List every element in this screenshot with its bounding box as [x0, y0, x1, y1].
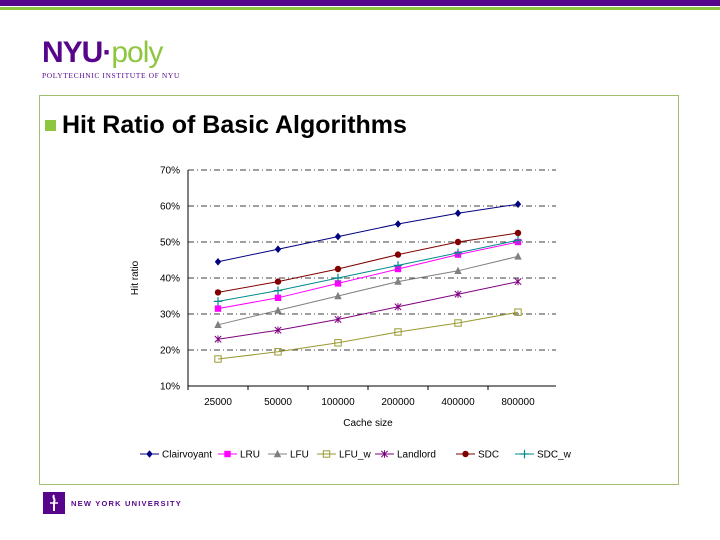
legend-marker-clairvoyant: [146, 450, 153, 458]
logo-nyu: NYU: [42, 36, 103, 69]
data-point-landlord: [394, 303, 402, 311]
legend-label-sdc: SDC: [478, 450, 499, 461]
y-tick-label: 30%: [160, 310, 180, 321]
logo-subtitle: POLYTECHNIC INSTITUTE OF NYU: [42, 71, 180, 80]
footer-university-name: NEW YORK UNIVERSITY: [71, 499, 183, 508]
data-point-landlord: [274, 326, 282, 334]
y-tick-label: 40%: [160, 274, 180, 285]
series-line-sdc-w: [217, 239, 519, 302]
legend-marker-landlord: [380, 450, 389, 458]
logo-poly: poly: [111, 36, 163, 69]
logo-wordmark: NYU·poly: [42, 38, 180, 68]
data-point-sdc: [274, 278, 282, 285]
y-tick-label: 70%: [160, 166, 180, 177]
logo-dot: ·: [102, 36, 112, 69]
data-point-sdc-w: [513, 236, 523, 245]
legend-label-lfu: LFU: [290, 450, 309, 461]
series-line-clairvoyant: [217, 203, 519, 263]
data-point-clairvoyant: [274, 245, 282, 253]
data-point-clairvoyant: [454, 209, 462, 217]
data-point-lfu-w: [514, 308, 522, 316]
y-axis-label: Hit ratio: [130, 260, 141, 295]
data-point-sdc: [394, 251, 402, 258]
legend-marker-lru: [224, 450, 231, 458]
data-point-sdc: [334, 265, 342, 273]
data-point-lfu-w: [214, 355, 222, 363]
data-point-sdc: [214, 289, 222, 296]
x-tick-label: 50000: [264, 397, 292, 408]
data-point-landlord: [214, 335, 222, 343]
nyu-torch-icon: [43, 492, 65, 514]
x-tick-label: 800000: [501, 397, 535, 408]
data-point-sdc-w: [453, 248, 463, 257]
data-point-lru: [334, 280, 342, 287]
data-point-lfu: [334, 291, 342, 300]
legend-label-sdc-w: SDC_w: [537, 450, 572, 461]
legend-label-clairvoyant: Clairvoyant: [162, 450, 212, 461]
data-point-landlord: [454, 290, 462, 298]
y-tick-label: 60%: [160, 202, 180, 213]
data-point-lfu: [214, 320, 222, 328]
legend-marker-lfu-w: [322, 450, 331, 458]
data-point-sdc: [454, 238, 462, 246]
data-point-lru: [274, 294, 282, 301]
data-point-lfu-w: [334, 339, 342, 347]
data-point-landlord: [334, 315, 342, 324]
series-line-landlord: [217, 281, 519, 340]
data-point-sdc: [514, 229, 522, 237]
series-line-lfu: [217, 255, 519, 326]
data-point-sdc-w: [213, 297, 223, 306]
data-point-sdc-w: [273, 286, 283, 295]
legend-label-landlord: Landlord: [397, 450, 436, 461]
legend-label-lru: LRU: [240, 450, 260, 461]
data-point-landlord: [514, 277, 522, 286]
slide-title: Hit Ratio of Basic Algorithms: [62, 111, 407, 139]
data-point-lfu-w: [454, 319, 462, 327]
legend-marker-lfu: [273, 449, 282, 458]
data-point-lfu: [514, 252, 522, 260]
data-point-lfu-w: [394, 328, 402, 336]
x-tick-label: 100000: [321, 397, 355, 408]
x-tick-label: 200000: [381, 397, 415, 408]
y-tick-label: 20%: [160, 346, 180, 357]
data-point-lfu: [394, 277, 402, 285]
data-point-sdc-w: [393, 261, 403, 270]
data-point-lfu-w: [274, 348, 282, 356]
data-point-sdc-w: [333, 273, 343, 283]
nyu-poly-logo: NYU·poly POLYTECHNIC INSTITUTE OF NYU: [42, 38, 180, 81]
data-point-clairvoyant: [334, 232, 342, 241]
series-line-lfu-w: [217, 311, 519, 360]
legend-label-lfu-w: LFU_w: [339, 450, 371, 461]
series-line-lru: [217, 241, 519, 310]
legend-marker-sdc: [462, 450, 469, 458]
content-frame: [39, 95, 679, 485]
legend-marker-sdc-w: [520, 449, 529, 459]
data-point-lru: [214, 305, 222, 312]
top-accent-bar: [0, 7, 720, 10]
x-tick-label: 25000: [204, 397, 232, 408]
top-brand-bar: [0, 0, 720, 6]
data-point-lfu: [454, 266, 462, 274]
data-point-clairvoyant: [394, 220, 402, 228]
data-point-lfu: [274, 306, 282, 314]
series-line-sdc: [217, 232, 519, 293]
title-bullet: [45, 120, 56, 131]
y-tick-label: 10%: [160, 382, 180, 393]
y-tick-label: 50%: [160, 238, 180, 249]
x-tick-label: 400000: [441, 397, 475, 408]
data-point-clairvoyant: [214, 258, 222, 266]
x-axis-label: Cache size: [343, 418, 393, 429]
data-point-clairvoyant: [514, 200, 522, 208]
